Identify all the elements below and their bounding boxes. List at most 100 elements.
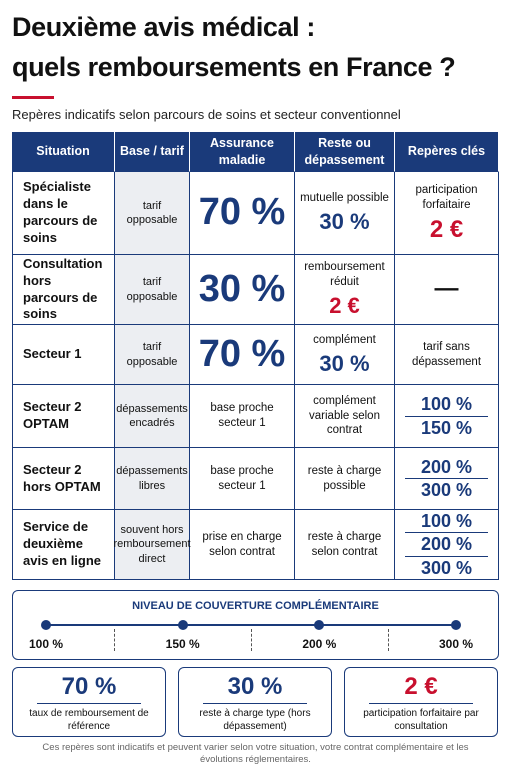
cell-text: Consultation hors parcours de soins bbox=[23, 255, 103, 322]
cell-value: 70 % bbox=[198, 332, 286, 375]
highlight-value: 2 € bbox=[404, 673, 438, 700]
cell-text: souvent hors remboursement direct bbox=[113, 524, 191, 565]
row-label: Service de deuxième avis en ligne bbox=[12, 510, 115, 580]
coverage-line bbox=[45, 624, 457, 626]
table-cell: 30 % bbox=[190, 255, 295, 325]
row-label: Secteur 1 bbox=[12, 325, 115, 385]
column-header: Situation bbox=[12, 132, 115, 172]
highlight-rule bbox=[37, 703, 141, 704]
cell-value: 30 % bbox=[319, 209, 370, 235]
cell-text: tarif opposable bbox=[126, 276, 178, 303]
cell-text: complément bbox=[313, 333, 376, 346]
cell-value: 2 € bbox=[329, 293, 360, 319]
coverage-label: 300 % bbox=[438, 637, 474, 651]
row-label: Secteur 2 OPTAM bbox=[12, 385, 115, 448]
cell-value: 30 % bbox=[319, 350, 370, 376]
cell-text: participation forfaitaire bbox=[415, 183, 478, 211]
table-cell: 200 % 300 % bbox=[395, 448, 499, 510]
table-cell: base proche secteur 1 bbox=[190, 385, 295, 448]
cell-value: 30 % bbox=[198, 267, 286, 310]
coverage-label: 100 % bbox=[28, 637, 64, 651]
coverage-label: 200 % bbox=[302, 637, 337, 651]
cell-value: — bbox=[434, 275, 459, 303]
table-cell: complément variable selon contrat bbox=[295, 385, 395, 448]
coverage-dot bbox=[41, 620, 51, 630]
coverage-label: 150 % bbox=[165, 637, 200, 651]
cell-value: 2 € bbox=[429, 215, 464, 243]
table-cell: remboursement réduit 2 € bbox=[295, 255, 395, 325]
table-cell: mutuelle possible 30 % bbox=[295, 172, 395, 255]
table-cell: reste à charge possible bbox=[295, 448, 395, 510]
table-cell: participation forfaitaire 2 € bbox=[395, 172, 499, 255]
table-cell: 100 % 200 % 300 % bbox=[395, 510, 499, 580]
column-header: Reste ou dépassement bbox=[295, 132, 395, 172]
cell-text: tarif opposable bbox=[126, 199, 178, 226]
cell-value: 300 % bbox=[420, 557, 473, 578]
table-cell: souvent hors remboursement direct bbox=[113, 510, 191, 580]
cell-value: 100 % bbox=[405, 393, 488, 417]
cell-value: 100 % bbox=[405, 510, 488, 534]
coverage-dot bbox=[451, 620, 461, 630]
table-cell: — bbox=[395, 255, 499, 325]
cell-text: remboursement réduit bbox=[304, 261, 385, 289]
cell-text: tarif sans dépassement bbox=[411, 340, 482, 368]
cell-value: 300 % bbox=[420, 480, 473, 500]
row-label: Spécialiste dans le parcours de soins bbox=[12, 172, 115, 255]
row-label: Secteur 2 hors OPTAM bbox=[12, 448, 115, 510]
cell-text: Spécialiste dans le parcours de soins bbox=[23, 179, 98, 245]
cell-text: Secteur 2 hors OPTAM bbox=[23, 461, 101, 494]
cell-text: tarif opposable bbox=[126, 341, 178, 368]
table-cell: dépassements encadrés bbox=[115, 385, 190, 448]
subtitle: Repères indicatifs selon parcours de soi… bbox=[12, 107, 401, 122]
cell-value: 200 % bbox=[405, 456, 488, 479]
coverage-divider bbox=[251, 629, 252, 651]
table-cell: base proche secteur 1 bbox=[190, 448, 295, 510]
highlight-value: 30 % bbox=[227, 673, 283, 700]
coverage-panel: NIVEAU DE COUVERTURE COMPLÉMENTAIRE 100 %… bbox=[12, 590, 499, 660]
highlight-card: 70 % taux de remboursement de référence bbox=[12, 667, 166, 737]
cell-text: prise en charge selon contrat bbox=[202, 530, 282, 558]
table-cell: prise en charge selon contrat bbox=[190, 510, 295, 580]
column-header: Repères clés bbox=[395, 132, 499, 172]
cell-text: reste à charge possible bbox=[307, 464, 382, 492]
title-line: Deuxième avis médical : bbox=[12, 12, 315, 42]
coverage-divider bbox=[114, 629, 116, 651]
cell-text: base proche secteur 1 bbox=[210, 402, 274, 429]
cell-text: complément variable selon contrat bbox=[309, 394, 380, 437]
table-cell: tarif sans dépassement bbox=[395, 325, 499, 385]
table-cell: tarif opposable bbox=[115, 325, 190, 385]
cell-text: Secteur 1 bbox=[23, 346, 82, 362]
table-cell: complément 30 % bbox=[295, 325, 395, 385]
cell-text: Service de deuxième avis en ligne bbox=[23, 519, 102, 568]
cell-text: dépassements encadrés bbox=[116, 402, 188, 429]
accent-rule bbox=[12, 96, 54, 99]
cell-text: Secteur 2 OPTAM bbox=[23, 399, 82, 431]
table-cell: 70 % bbox=[190, 172, 295, 255]
highlight-label: taux de remboursement de référence bbox=[29, 708, 149, 732]
cell-value: 150 % bbox=[420, 417, 473, 438]
table-cell: reste à charge selon contrat bbox=[295, 510, 395, 580]
table-cell: tarif opposable bbox=[115, 255, 190, 325]
table-cell: 100 % 150 % bbox=[395, 385, 499, 448]
cell-text: dépassements libres bbox=[116, 465, 188, 492]
table-cell: 70 % bbox=[190, 325, 295, 385]
cell-text: mutuelle possible bbox=[300, 192, 389, 205]
row-label: Consultation hors parcours de soins bbox=[12, 255, 115, 325]
title-line: quels remboursements en France ? bbox=[12, 52, 456, 82]
table-cell: tarif opposable bbox=[115, 172, 190, 255]
column-header: Assurance maladie bbox=[190, 132, 295, 172]
highlight-rule bbox=[203, 703, 307, 704]
highlight-value: 70 % bbox=[61, 673, 117, 700]
table-cell: dépassements libres bbox=[115, 448, 190, 510]
coverage-title: NIVEAU DE COUVERTURE COMPLÉMENTAIRE bbox=[132, 600, 379, 612]
coverage-dot bbox=[177, 620, 188, 630]
coverage-divider bbox=[387, 629, 389, 651]
column-header: Base / tarif bbox=[115, 132, 190, 172]
cell-text: reste à charge selon contrat bbox=[307, 530, 382, 558]
highlight-card: 2 € participation forfaitaire par consult… bbox=[344, 667, 498, 737]
highlight-label: participation forfaitaire par consultati… bbox=[363, 708, 479, 732]
coverage-dot bbox=[314, 620, 325, 630]
